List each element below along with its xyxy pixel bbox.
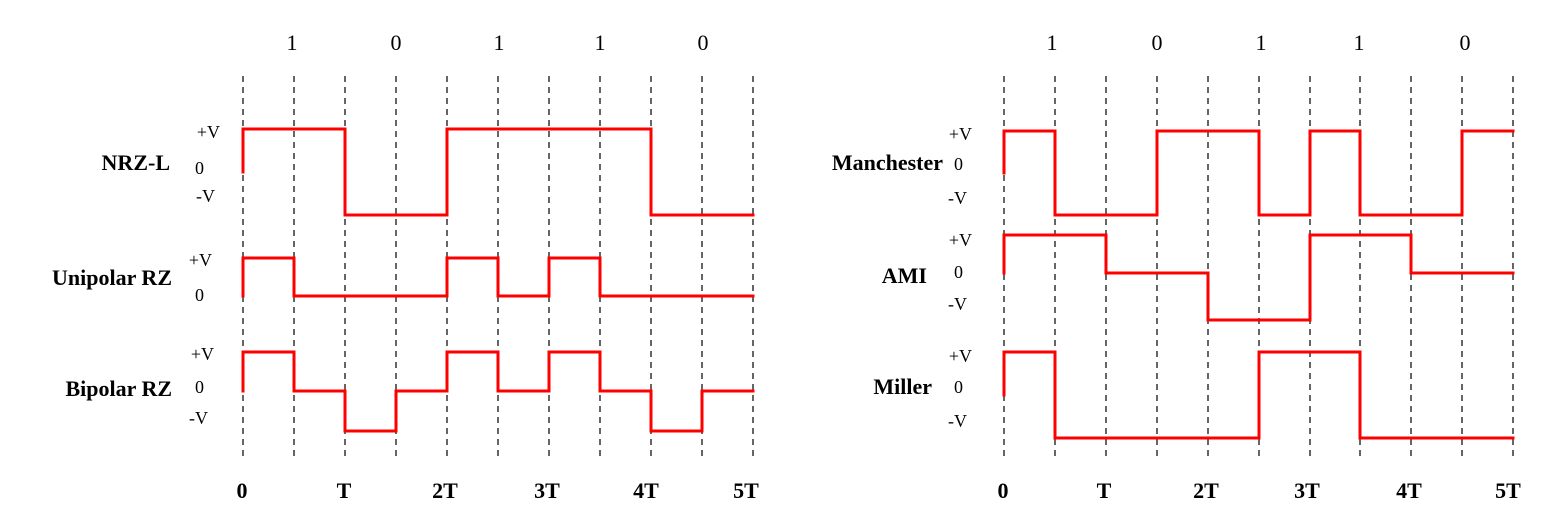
level-label: -V (196, 186, 215, 206)
bit-label: 0 (698, 30, 709, 55)
level-label: +V (191, 344, 214, 364)
level-label: -V (948, 411, 967, 431)
panel-left: 1 0 1 1 0 NRZ-L +V 0 -V Unipolar RZ +V 0 (52, 30, 759, 503)
signal-ami: AMI +V 0 -V (882, 230, 1515, 322)
signal-waveform (1002, 129, 1515, 217)
level-label: +V (949, 230, 972, 250)
bit-label: 1 (595, 30, 606, 55)
panel-right: 1 0 1 1 0 Manchester +V 0 -V AMI +V 0 -V (832, 30, 1521, 503)
time-label: T (337, 478, 352, 503)
signal-name: AMI (882, 263, 927, 288)
bit-label: 1 (1047, 30, 1058, 55)
signal-waveform (241, 256, 755, 298)
bit-label: 1 (1256, 30, 1267, 55)
bit-label: 0 (1152, 30, 1163, 55)
time-axis-right: 0 T 2T 3T 4T 5T (998, 478, 1522, 503)
level-label: 0 (954, 262, 963, 282)
time-label: T (1097, 478, 1112, 503)
bit-labels-left: 1 0 1 1 0 (287, 30, 709, 55)
signal-name: Unipolar RZ (52, 265, 172, 290)
bit-label: 1 (287, 30, 298, 55)
signal-waveform (1002, 233, 1515, 322)
bit-label: 0 (1460, 30, 1471, 55)
time-label: 4T (1396, 478, 1422, 503)
bit-labels-right: 1 0 1 1 0 (1047, 30, 1471, 55)
signal-bipolar-rz: Bipolar RZ +V 0 -V (65, 344, 755, 433)
bit-label: 1 (494, 30, 505, 55)
level-label: +V (949, 346, 972, 366)
signal-name: NRZ-L (102, 150, 170, 175)
time-label: 3T (534, 478, 560, 503)
signal-manchester: Manchester +V 0 -V (832, 124, 1515, 217)
signal-name: Manchester (832, 150, 943, 175)
level-label: 0 (954, 154, 963, 174)
signal-waveform (241, 350, 755, 433)
bit-label: 1 (1354, 30, 1365, 55)
level-label: 0 (195, 158, 204, 178)
signal-waveform (241, 127, 755, 217)
signal-waveform (1002, 350, 1515, 440)
time-label: 5T (1495, 478, 1521, 503)
signal-name: Bipolar RZ (65, 376, 172, 401)
time-label: 3T (1294, 478, 1320, 503)
level-label: -V (948, 188, 967, 208)
level-label: +V (189, 250, 212, 270)
level-label: 0 (195, 377, 204, 397)
level-label: +V (949, 124, 972, 144)
level-label: 0 (954, 377, 963, 397)
level-label: +V (197, 122, 220, 142)
time-label: 5T (733, 478, 759, 503)
time-label: 0 (998, 478, 1009, 503)
time-label: 4T (633, 478, 659, 503)
signal-miller: Miller +V 0 -V (873, 346, 1515, 440)
signal-name: Miller (873, 374, 932, 399)
time-label: 2T (1193, 478, 1219, 503)
time-label: 2T (432, 478, 458, 503)
level-label: -V (189, 408, 208, 428)
signal-unipolar-rz: Unipolar RZ +V 0 (52, 250, 755, 305)
bit-label: 0 (391, 30, 402, 55)
time-label: 0 (237, 478, 248, 503)
time-axis-left: 0 T 2T 3T 4T 5T (237, 478, 760, 503)
signal-nrz-l: NRZ-L +V 0 -V (102, 122, 755, 217)
level-label: 0 (195, 285, 204, 305)
level-label: -V (948, 294, 967, 314)
